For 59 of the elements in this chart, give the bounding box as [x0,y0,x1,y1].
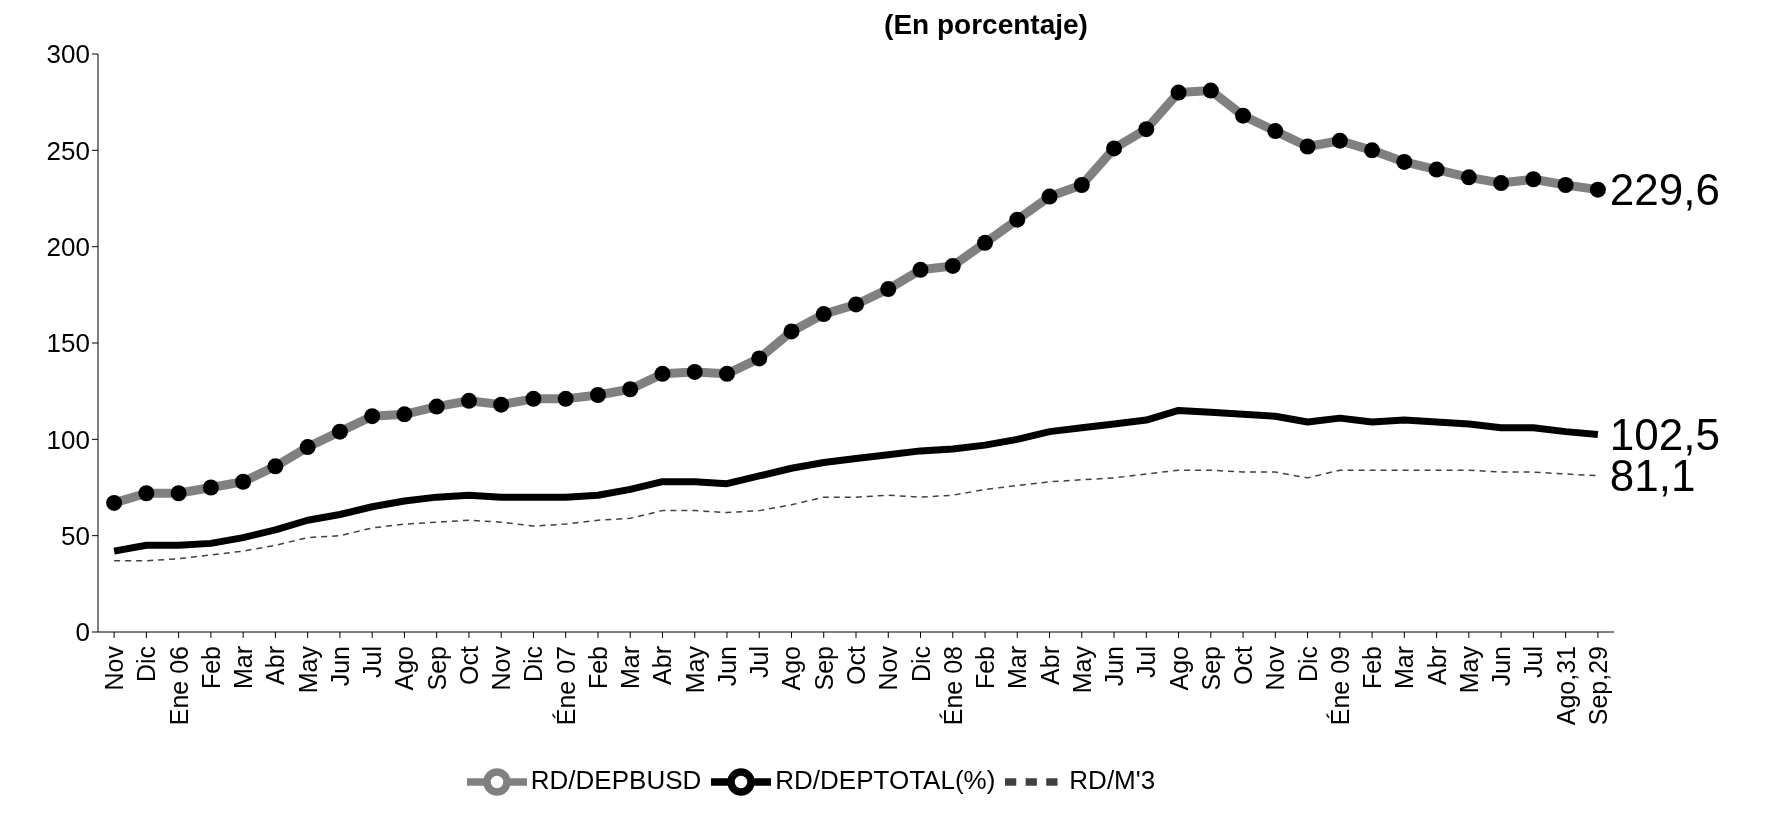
x-tick-label: Abr [1422,646,1451,685]
x-tick-label: Ago [1164,646,1193,691]
x-tick-label: Feb [583,646,612,690]
x-tick-label: Mar [616,646,645,690]
y-tick-label: 300 [46,39,90,70]
x-tick-label: Mar [229,646,258,690]
y-tick-label: 0 [75,617,90,648]
x-tick-label: Sep,29 [1583,646,1612,726]
x-tick-label: May [1067,645,1096,694]
x-tick-label: Feb [196,646,225,690]
y-tick-label: 250 [46,135,90,166]
x-tick-label: Nov [874,645,903,691]
y-tick-label: 100 [46,424,90,455]
x-tick-label: Feb [1358,646,1387,690]
x-tick-label: Nov [100,645,129,691]
x-tick-label: Mar [1390,646,1419,690]
y-tick-label: 150 [46,328,90,359]
x-tick-label: Dic [132,646,161,683]
x-tick-label: Jun [1100,646,1129,687]
x-tick-label: Ago,31 [1551,646,1580,726]
x-tick-label: Ago [777,646,806,691]
x-tick-label: Sep [1196,646,1225,691]
x-tick-label: Éne 08 [938,646,967,726]
x-tick-label: Oct [842,645,870,685]
x-tick-label: Nov [487,645,516,691]
x-tick-label: Abr [648,646,677,685]
y-tick-label: 200 [46,231,90,262]
legend-label: RD/M'3 [1069,764,1156,795]
x-tick-label: Éne 07 [551,646,580,726]
chart-title: (En porcentaje) [884,9,1088,40]
x-tick-label: Ago [390,646,419,691]
legend-label: RD/DEPBUSD [530,764,702,795]
legend-label: RD/DEPTOTAL(%) [775,764,996,795]
x-tick-label: Abr [261,646,290,685]
x-tick-label: Jul [745,646,774,678]
x-tick-label: Mar [1003,646,1032,690]
x-tick-label: Sep [809,646,838,691]
x-tick-label: Jun [325,646,354,687]
x-tick-label: May [680,645,709,694]
x-tick-label: Oct [454,645,483,685]
x-tick-label: Abr [1035,646,1064,685]
x-tick-label: Dic [519,646,548,683]
x-tick-label: Éne 09 [1325,646,1354,726]
y-tick-label: 50 [61,520,90,551]
x-tick-label: Jul [358,646,387,678]
x-tick-label: May [1454,645,1483,694]
x-tick-label: Jul [1519,646,1548,678]
x-tick-label: Dic [1293,646,1322,683]
x-tick-label: Jun [712,646,741,687]
data-label: 229,6 [1609,165,1720,215]
x-tick-label: Jul [1132,646,1161,678]
x-tick-label: Jun [1487,646,1516,687]
x-tick-label: Ene 06 [164,646,193,726]
x-tick-label: May [293,645,322,694]
x-tick-label: Nov [1261,645,1290,691]
x-tick-label: Feb [971,646,1000,690]
x-tick-label: Dic [906,646,935,683]
x-tick-label: Sep [422,646,451,691]
x-tick-label: Oct [1229,645,1258,685]
